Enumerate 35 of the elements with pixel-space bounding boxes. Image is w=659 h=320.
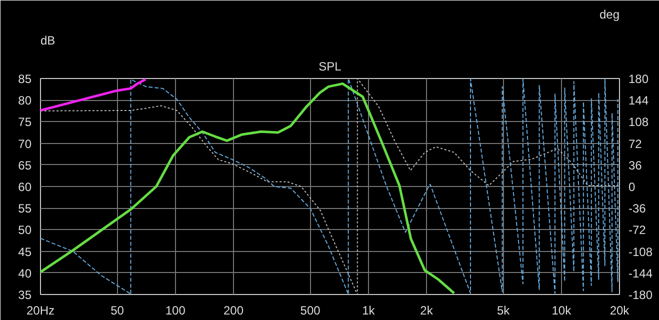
x-tick-label: 1k: [362, 304, 376, 318]
y-tick-label: 85: [18, 72, 32, 86]
x-tick-label: 10k: [552, 304, 572, 318]
y2-axis-title: deg: [599, 8, 620, 22]
x-tick-label: 5k: [496, 304, 511, 318]
y2-tick-label: 180: [628, 72, 649, 86]
y2-tick-label: -72: [628, 223, 646, 238]
y-tick-label: 50: [18, 223, 32, 238]
x-tick-label: 500: [300, 304, 321, 318]
y-tick-label: 70: [18, 136, 32, 151]
y2-tick-label: 0: [628, 180, 636, 194]
y-axis-title: dB: [40, 34, 56, 48]
y-tick-label: 65: [18, 158, 32, 172]
y-tick-label: 35: [18, 288, 32, 302]
x-tick-label: 20k: [610, 304, 630, 318]
y-tick-label: 80: [18, 94, 32, 108]
y2-tick-label: 144: [628, 94, 649, 108]
y2-tick-label: -36: [628, 202, 646, 216]
y-tick-label: 55: [18, 202, 32, 216]
y2-tick-label: 72: [628, 136, 642, 151]
y2-tick-label: -108: [628, 244, 653, 259]
y-tick-label: 40: [18, 266, 32, 280]
x-tick-label: 200: [223, 304, 244, 318]
y2-tick-label: 36: [628, 158, 642, 172]
y-tick-label: 75: [18, 115, 32, 130]
y-tick-label: 45: [18, 244, 32, 259]
x-tick-label: 20Hz: [26, 304, 55, 318]
y2-tick-label: 108: [628, 115, 649, 130]
x-tick-label: 50: [110, 304, 124, 318]
x-tick-label: 2k: [420, 304, 434, 318]
x-tick-label: 100: [165, 304, 186, 318]
chart-title: SPL: [318, 60, 342, 74]
y2-tick-label: -180: [628, 288, 653, 302]
y-tick-label: 60: [18, 180, 32, 194]
y2-tick-label: -144: [628, 266, 653, 280]
